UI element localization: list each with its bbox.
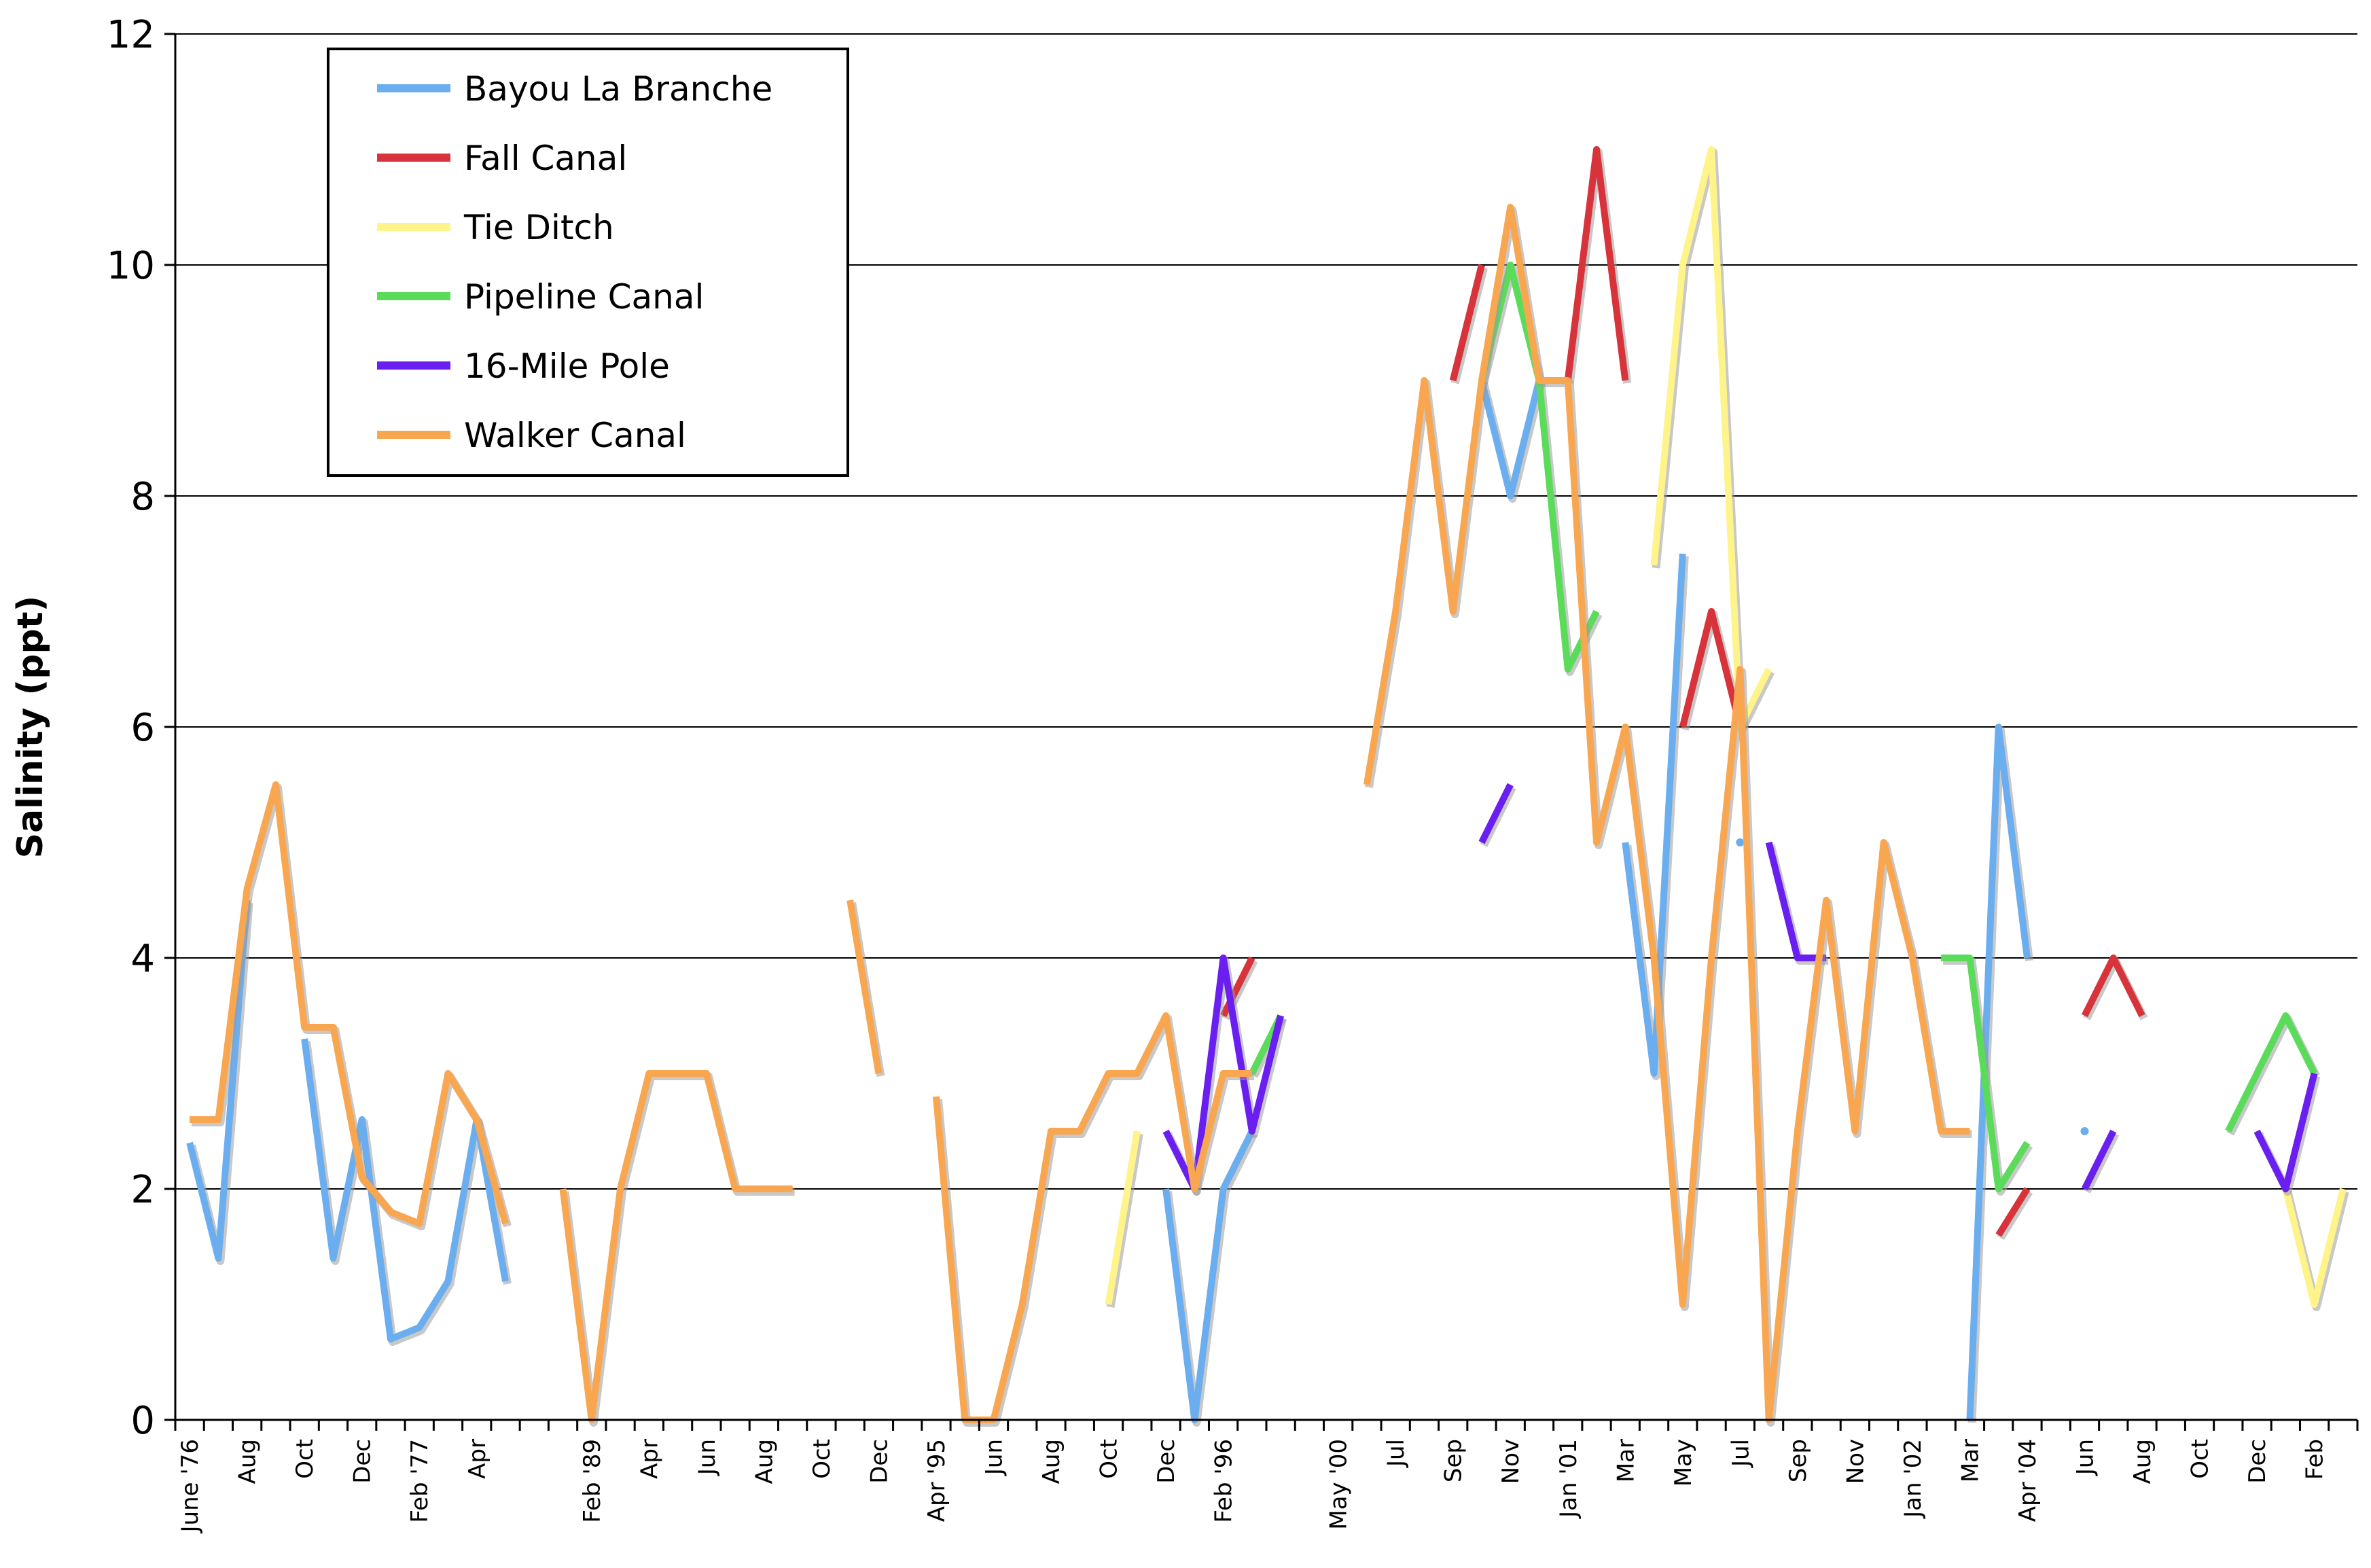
x-tick-label-7: Apr	[636, 1439, 663, 1479]
legend-label-5: Walker Canal	[464, 416, 686, 455]
y-tick-label-5: 10	[107, 244, 155, 288]
y-tick-label-0: 0	[130, 1399, 155, 1443]
series-5	[190, 204, 1972, 1427]
x-tick-label-30: Apr '04	[2014, 1439, 2042, 1522]
x-tick-label-9: Aug	[751, 1439, 778, 1484]
legend-label-4: 16-Mile Pole	[464, 346, 670, 386]
series-0	[186, 379, 2089, 1427]
x-tick-label-22: Jan '01	[1555, 1439, 1582, 1519]
y-tick-label-3: 6	[130, 706, 155, 750]
series-lines	[186, 146, 2349, 1427]
series-2	[1105, 146, 2349, 1311]
x-tick-label-32: Aug	[2129, 1439, 2156, 1484]
series-5-line-2	[846, 899, 883, 1074]
x-tick-label-15: Oct	[1096, 1439, 1123, 1479]
x-tick-label-19: Jul	[1383, 1439, 1410, 1468]
x-tick-label-13: Jun	[981, 1439, 1008, 1476]
x-tick-label-21: Nov	[1497, 1439, 1525, 1484]
x-tick-label-5: Apr	[464, 1439, 491, 1479]
y-axis-label: Salinity (ppt)	[10, 596, 51, 859]
x-tick-label-10: Oct	[808, 1439, 836, 1479]
x-tick-label-17: Feb '96	[1211, 1439, 1238, 1523]
x-tick-label-16: Dec	[1153, 1439, 1180, 1484]
series-1	[1220, 146, 2148, 1241]
legend-label-0: Bayou La Branche	[464, 69, 772, 109]
x-tick-label-3: Dec	[349, 1439, 376, 1484]
y-tick-labels: 0 2 4 6 8 10 12	[107, 13, 155, 1443]
x-tick-label-26: Sep	[1785, 1439, 1812, 1482]
series-5-line-4	[1363, 204, 1970, 1423]
x-tick-label-29: Mar	[1957, 1439, 1984, 1482]
series-0-shadow-1	[302, 1041, 512, 1346]
x-tick-label-1: Aug	[234, 1439, 262, 1484]
series-2-line-0	[1105, 1130, 1141, 1305]
series-0-line-6	[1966, 724, 2031, 1421]
series-0-line-2	[1162, 1129, 1255, 1423]
axes	[164, 33, 2359, 1431]
legend-box	[327, 48, 849, 477]
series-1-line-3	[1679, 608, 1744, 728]
y-tick-label-4: 8	[130, 475, 155, 519]
legend-label-2: Tie Ditch	[463, 208, 614, 247]
series-2-line-2	[2282, 1188, 2347, 1308]
x-tick-label-31: Jun	[2072, 1439, 2099, 1476]
legend: Bayou La Branche Fall Canal Tie Ditch Pipel…	[327, 48, 849, 477]
series-5-line-1	[559, 1070, 793, 1423]
series-1-line-4	[1995, 1187, 2031, 1237]
x-tick-label-34: Dec	[2244, 1439, 2271, 1484]
series-1-line-1	[1449, 264, 1485, 382]
x-tick-label-33: Oct	[2187, 1439, 2214, 1479]
x-tick-label-23: Mar	[1612, 1439, 1639, 1482]
series-1-line-2	[1564, 146, 1629, 381]
y-tick-label-6: 12	[107, 13, 155, 57]
x-tick-label-2: Oct	[291, 1439, 319, 1479]
series-0-line-3	[1478, 379, 1543, 499]
series-1-line-5	[2082, 955, 2145, 1018]
series-0-point-7	[2080, 1127, 2089, 1135]
legend-label-1: Fall Canal	[464, 139, 627, 178]
series-0-point-5	[1736, 838, 1745, 847]
series-0-shadow-6	[1967, 726, 2033, 1423]
x-tick-label-35: Feb	[2302, 1439, 2329, 1480]
y-tick-label-1: 2	[130, 1168, 155, 1212]
series-0-line-1	[301, 1038, 509, 1342]
legend-label-3: Pipeline Canal	[464, 277, 704, 317]
x-tick-label-27: Nov	[1842, 1439, 1869, 1484]
x-tick-label-25: Jul	[1727, 1439, 1754, 1468]
x-tick-label-24: May	[1670, 1439, 1697, 1486]
series-5-line-0	[190, 781, 509, 1227]
series-4-line-1	[1478, 783, 1514, 844]
x-tick-label-11: Dec	[866, 1439, 893, 1484]
series-4-line-0	[1162, 955, 1284, 1192]
x-tick-label-28: Jan '02	[1900, 1439, 1927, 1519]
x-tick-label-6: Feb '89	[579, 1439, 606, 1523]
x-tick-label-4: Feb '77	[406, 1439, 433, 1523]
x-tick-label-14: Aug	[1038, 1439, 1065, 1484]
series-3-line-3	[2225, 1012, 2318, 1133]
series-0-line-0	[186, 899, 251, 1262]
x-tick-labels: June '76 Aug Oct Dec Feb '77 Apr Feb '89 Apr Jun…	[177, 1439, 2328, 1533]
series-4-line-4	[2253, 1072, 2318, 1192]
y-tick-label-2: 4	[130, 937, 155, 981]
x-tick-label-12: Apr '95	[923, 1439, 950, 1522]
x-tick-label-0: June '76	[177, 1439, 204, 1533]
x-tick-label-18: May '00	[1325, 1439, 1353, 1530]
series-3-line-2	[1941, 955, 2031, 1192]
x-tick-label-20: Sep	[1440, 1439, 1467, 1482]
x-tick-label-8: Jun	[694, 1439, 721, 1476]
series-4-line-3	[2082, 1129, 2117, 1191]
series-0-line-4	[1622, 553, 1686, 1077]
series-2-line-1	[1650, 146, 1772, 730]
